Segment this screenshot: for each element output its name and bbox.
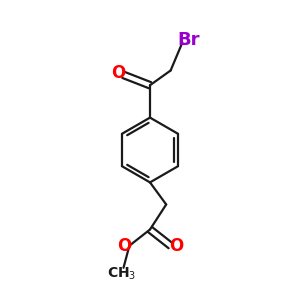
Text: O: O bbox=[169, 237, 183, 255]
Text: Br: Br bbox=[178, 31, 200, 49]
Text: CH$_3$: CH$_3$ bbox=[107, 266, 137, 282]
Text: O: O bbox=[111, 64, 125, 82]
Text: O: O bbox=[117, 237, 131, 255]
